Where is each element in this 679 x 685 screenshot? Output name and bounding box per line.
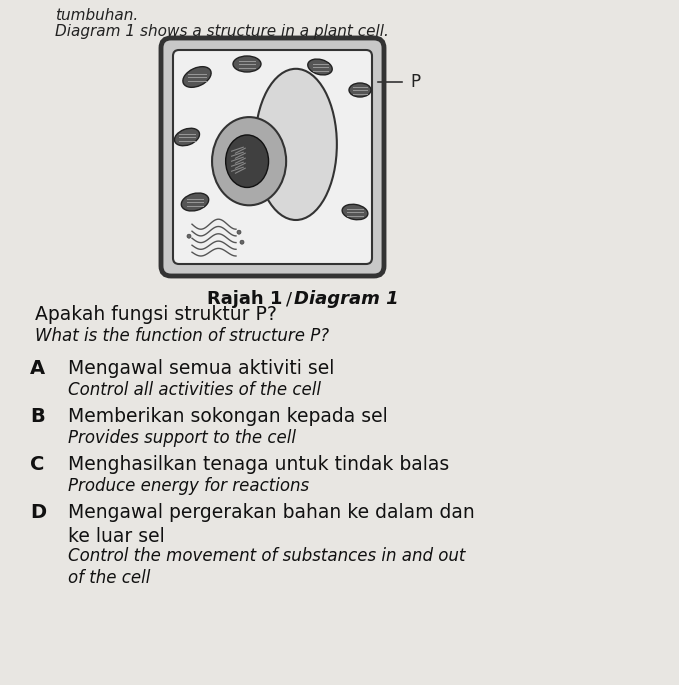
- Ellipse shape: [212, 117, 286, 206]
- Text: Menghasilkan tenaga untuk tindak balas: Menghasilkan tenaga untuk tindak balas: [68, 455, 449, 474]
- Text: Memberikan sokongan kepada sel: Memberikan sokongan kepada sel: [68, 407, 388, 426]
- Text: Rajah 1: Rajah 1: [207, 290, 282, 308]
- Text: Mengawal pergerakan bahan ke dalam dan
ke luar sel: Mengawal pergerakan bahan ke dalam dan k…: [68, 503, 475, 545]
- Text: Diagram 1 shows a structure in a plant cell.: Diagram 1 shows a structure in a plant c…: [55, 24, 389, 39]
- Ellipse shape: [181, 193, 208, 211]
- Ellipse shape: [237, 230, 241, 234]
- Text: Diagram 1: Diagram 1: [295, 290, 399, 308]
- Ellipse shape: [233, 56, 261, 72]
- FancyBboxPatch shape: [161, 38, 384, 276]
- Ellipse shape: [187, 234, 191, 238]
- Ellipse shape: [240, 240, 244, 244]
- Ellipse shape: [308, 59, 332, 75]
- Text: /: /: [287, 290, 298, 308]
- Text: B: B: [30, 407, 45, 426]
- Text: Mengawal semua aktiviti sel: Mengawal semua aktiviti sel: [68, 359, 334, 378]
- Text: Control the movement of substances in and out
of the cell: Control the movement of substances in an…: [68, 547, 465, 587]
- Text: What is the function of structure P?: What is the function of structure P?: [35, 327, 329, 345]
- FancyBboxPatch shape: [173, 50, 372, 264]
- Text: Apakah fungsi struktur P?: Apakah fungsi struktur P?: [35, 305, 277, 324]
- Text: A: A: [30, 359, 45, 378]
- Text: Provides support to the cell: Provides support to the cell: [68, 429, 296, 447]
- Ellipse shape: [175, 128, 200, 146]
- Text: D: D: [30, 503, 46, 522]
- Text: tumbuhan.: tumbuhan.: [55, 8, 139, 23]
- Ellipse shape: [255, 68, 337, 220]
- Text: Produce energy for reactions: Produce energy for reactions: [68, 477, 309, 495]
- Text: P: P: [410, 73, 420, 91]
- Ellipse shape: [183, 66, 211, 87]
- Text: C: C: [30, 455, 44, 474]
- Text: Control all activities of the cell: Control all activities of the cell: [68, 381, 321, 399]
- Ellipse shape: [349, 83, 371, 97]
- Ellipse shape: [342, 204, 368, 220]
- Ellipse shape: [225, 135, 269, 188]
